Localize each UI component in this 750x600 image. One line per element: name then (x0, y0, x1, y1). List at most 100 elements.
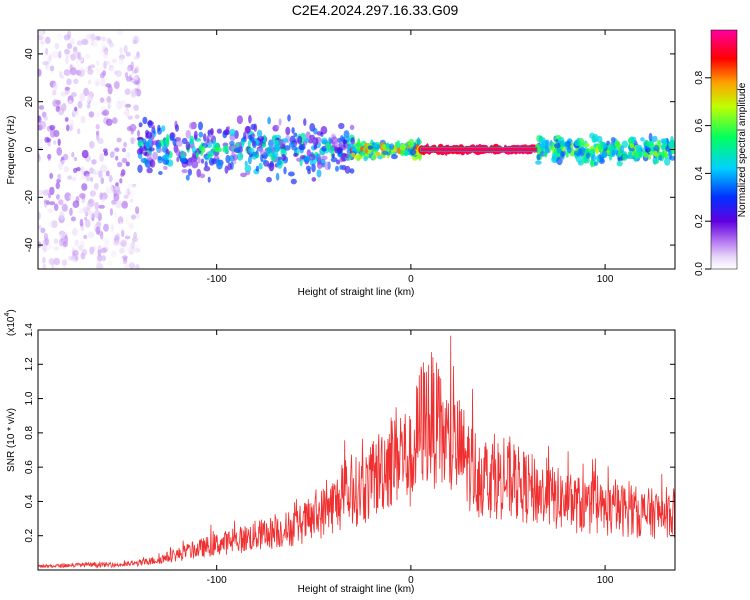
spectrogram-blob-506 (198, 131, 204, 138)
spectrogram-blob-449 (119, 247, 125, 254)
spectrogram-blob-268 (103, 151, 109, 156)
spectrogram-blob-520 (185, 129, 192, 139)
spectrogram-blob-225 (64, 48, 70, 55)
spectrogram-blob-863 (256, 129, 263, 138)
spectrogram-blob-656 (248, 114, 252, 124)
spectrogram-blob-823 (145, 140, 152, 150)
spectrogram-blob-705 (338, 122, 345, 130)
spectrogram-blob-123 (125, 51, 131, 57)
spectrogram-blob-370 (79, 240, 85, 249)
spectrogram-blob-600 (288, 171, 295, 177)
spectrogram-blob-229 (132, 39, 138, 45)
spectrogram-blob-836 (251, 140, 256, 147)
spectrogram-blob-1554 (540, 140, 546, 148)
spectrogram-blob-89 (83, 234, 88, 240)
spectrogram-blob-825 (180, 153, 186, 160)
spectrogram-blob-25 (88, 111, 95, 118)
spectrogram-blob-806 (245, 125, 251, 134)
spectrogram-blob-984 (357, 138, 361, 147)
spectrogram-blob-817 (344, 142, 349, 150)
spectrogram-blob-903 (193, 130, 198, 139)
spectrogram-blob-190 (56, 33, 62, 40)
spectrogram-blob-881 (333, 142, 339, 148)
spectrogram-blob-902 (195, 151, 199, 158)
spectrogram-blob-317 (38, 68, 42, 77)
spectrogram-blob-1451 (538, 135, 543, 144)
spectrogram-blob-743 (138, 122, 143, 128)
spectrogram-blob-78 (67, 175, 72, 180)
spectrogram-blob-478 (330, 157, 338, 163)
spectrogram-blob-228 (118, 181, 124, 187)
spectrogram-blob-866 (151, 124, 156, 130)
spectrogram-blob-235 (128, 222, 134, 230)
spectrogram-blob-306 (52, 90, 57, 96)
spectrogram-blob-807 (142, 138, 147, 145)
spectrogram-blob-393 (106, 118, 113, 126)
spectrogram-blob-465 (115, 32, 120, 38)
spectrogram-blob-394 (77, 100, 83, 109)
spectrogram-blob-1415 (664, 157, 671, 166)
spectrogram-blob-895 (226, 126, 230, 131)
spectrogram-blob-444 (54, 42, 60, 50)
spectrogram-blob-301 (70, 37, 75, 46)
spectrogram-blob-1520 (608, 144, 615, 151)
spectrogram-blob-409 (42, 61, 49, 66)
spectrogram-blob-372 (38, 146, 43, 151)
spectrogram-blob-227 (87, 231, 95, 239)
spectrogram-blob-146 (66, 124, 70, 132)
spectrogram-blob-712 (274, 134, 282, 140)
spectrogram-blob-1544 (637, 151, 644, 158)
spectrogram-blob-302 (59, 71, 63, 76)
spectrogram-blob-793 (146, 131, 153, 139)
snr-xtick-label-2: 100 (597, 575, 614, 586)
spectrogram-blob-267 (64, 117, 69, 122)
spectrogram-blob-389 (61, 259, 68, 266)
spectrogram-blob-709 (152, 151, 159, 160)
spectrogram-blob-1041 (367, 145, 374, 150)
spectrogram-blob-314 (131, 248, 136, 254)
spectrogram-blob-654 (181, 137, 188, 145)
spectrogram-blob-217 (87, 79, 92, 85)
spectrogram-blob-832 (148, 147, 155, 152)
colorbar-axes: 0.0 0.2 0.4 0.6 0.8 (694, 70, 711, 276)
spectrogram-blob-414 (53, 246, 60, 251)
spectrogram-blob-796 (206, 135, 210, 144)
spectrogram-blob-883 (276, 160, 283, 169)
spectrogram-blob-873 (339, 164, 344, 170)
spectrogram-blob-871 (233, 154, 238, 161)
spectrogram-blob-1444 (536, 154, 541, 161)
spectrogram-blob-483 (285, 126, 291, 136)
snr-plot-area (38, 335, 675, 569)
spectrogram-blob-360 (98, 204, 105, 209)
spectrogram-blob-175 (53, 238, 59, 245)
spectrogram-blob-897 (164, 137, 170, 147)
spectrogram-blob-1559 (545, 146, 550, 154)
snr-ytick-label-6: 1.4 (24, 323, 35, 337)
spectrogram-blob-830 (325, 141, 332, 151)
spectrogram-blob-52 (113, 212, 118, 218)
spectrogram-plot-area (38, 30, 675, 269)
spectrogram-blob-899 (163, 153, 170, 161)
spectrogram-blob-682 (260, 153, 264, 163)
spectrogram-blob-721 (187, 168, 192, 176)
spectrogram-blob-245 (51, 220, 58, 229)
spectrogram-blob-1044 (382, 150, 389, 156)
spectrogram-blob-907 (268, 162, 275, 172)
spectrogram-blob-348 (61, 103, 67, 112)
spectrogram-blob-357 (64, 192, 72, 202)
spectrogram-blob-205 (119, 47, 123, 54)
spectrogram-blob-238 (99, 263, 104, 269)
spectrogram-blob-1557 (596, 157, 600, 163)
spectrogram-blob-1571 (645, 147, 651, 153)
spectrogram-blob-404 (115, 155, 119, 161)
spectrogram-blob-312 (94, 201, 100, 211)
spectrogram-blob-905 (278, 138, 284, 147)
spectrogram-blob-201 (87, 68, 94, 75)
spectrogram-blob-436 (81, 38, 89, 46)
spectrogram-blob-244 (123, 45, 128, 54)
spectrogram-blob-339 (85, 173, 91, 182)
colorbar-tick-label-2: 0.4 (694, 166, 705, 180)
spectrogram-blob-424 (105, 83, 112, 88)
spectrogram-blob-1560 (606, 140, 610, 146)
